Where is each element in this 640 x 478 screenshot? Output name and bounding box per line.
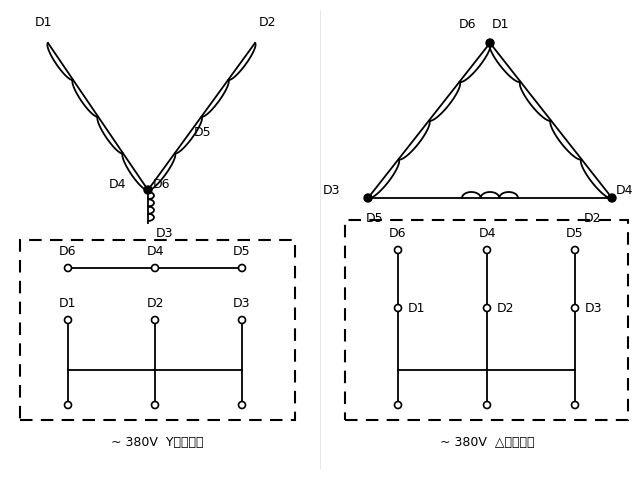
Circle shape: [65, 316, 72, 324]
Text: ~ 380V  Y形接线法: ~ 380V Y形接线法: [111, 436, 204, 449]
Text: D3: D3: [585, 302, 602, 315]
Text: D5: D5: [366, 212, 383, 225]
Circle shape: [572, 304, 579, 312]
Circle shape: [608, 194, 616, 202]
Circle shape: [364, 194, 372, 202]
Circle shape: [239, 316, 246, 324]
Text: ~ 380V  △形接线法: ~ 380V △形接线法: [440, 436, 534, 449]
Text: D5: D5: [566, 227, 584, 240]
Circle shape: [152, 264, 159, 272]
Text: D4: D4: [478, 227, 496, 240]
Text: D6: D6: [60, 245, 77, 258]
Text: D4: D4: [616, 184, 634, 196]
Text: D1: D1: [35, 16, 52, 29]
Text: D4: D4: [109, 177, 126, 191]
Text: D2: D2: [584, 212, 602, 225]
Circle shape: [394, 247, 401, 253]
Circle shape: [394, 304, 401, 312]
Circle shape: [65, 264, 72, 272]
Text: D3: D3: [156, 227, 173, 240]
Text: D2: D2: [497, 302, 515, 315]
Text: D1: D1: [60, 297, 77, 310]
Text: D6: D6: [389, 227, 407, 240]
Circle shape: [483, 402, 490, 409]
Text: D1: D1: [492, 18, 509, 31]
Circle shape: [144, 186, 152, 194]
Circle shape: [483, 247, 490, 253]
Circle shape: [65, 402, 72, 409]
Circle shape: [239, 264, 246, 272]
Circle shape: [239, 402, 246, 409]
Text: D3: D3: [323, 184, 340, 196]
Circle shape: [572, 247, 579, 253]
Text: D6: D6: [458, 18, 476, 31]
Circle shape: [394, 402, 401, 409]
Text: D5: D5: [193, 126, 211, 139]
Text: D6: D6: [153, 177, 170, 191]
Circle shape: [152, 316, 159, 324]
Circle shape: [572, 402, 579, 409]
Circle shape: [486, 39, 494, 47]
Text: D2: D2: [259, 16, 276, 29]
Text: D2: D2: [147, 297, 164, 310]
Text: D1: D1: [408, 302, 426, 315]
Circle shape: [152, 402, 159, 409]
Text: D5: D5: [233, 245, 251, 258]
Text: D4: D4: [147, 245, 164, 258]
Circle shape: [483, 304, 490, 312]
Text: D3: D3: [233, 297, 251, 310]
